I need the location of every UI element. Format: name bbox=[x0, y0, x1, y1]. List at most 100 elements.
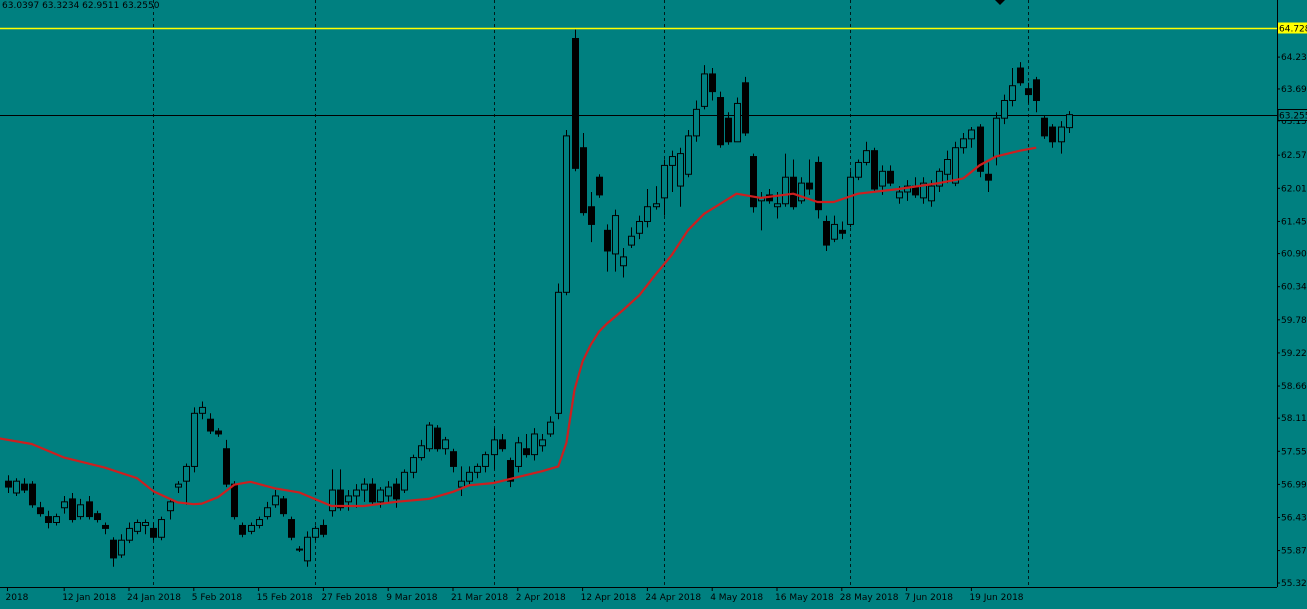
x-tick-label: 12 Jan 2018 bbox=[62, 593, 116, 603]
x-tick-label: 15 Feb 2018 bbox=[257, 593, 313, 603]
bull-candle bbox=[685, 135, 692, 175]
bull-candle bbox=[264, 507, 271, 518]
bear-candle bbox=[750, 156, 757, 208]
bull-candle bbox=[531, 433, 538, 456]
bull-candle bbox=[126, 527, 133, 541]
bull-candle bbox=[385, 486, 392, 497]
bull-candle bbox=[993, 117, 1000, 158]
bear-candle bbox=[1017, 67, 1024, 84]
bull-candle bbox=[401, 471, 408, 491]
bull-candle bbox=[304, 536, 311, 562]
y-tick-label: 56.435 bbox=[1281, 513, 1307, 523]
bull-candle bbox=[612, 215, 619, 255]
bull-candle bbox=[952, 147, 959, 184]
bear-candle bbox=[280, 498, 287, 515]
bear-candle bbox=[102, 524, 109, 529]
bear-candle bbox=[1041, 117, 1048, 137]
bull-candle bbox=[920, 182, 927, 199]
bear-candle bbox=[717, 97, 724, 146]
current-price-label: 63.255 bbox=[1279, 112, 1307, 122]
y-tick-label: 55.325 bbox=[1281, 579, 1307, 589]
bull-candle bbox=[661, 164, 668, 199]
bear-candle bbox=[94, 513, 101, 521]
current-price-label-box bbox=[1277, 109, 1307, 121]
bull-candle bbox=[653, 203, 660, 208]
y-tick-label: 58.662 bbox=[1281, 382, 1307, 392]
bull-candle bbox=[782, 176, 789, 205]
bull-candle bbox=[620, 256, 627, 267]
bull-candle bbox=[61, 501, 68, 509]
x-tick-label: 2 Apr 2018 bbox=[516, 593, 566, 603]
bear-candle bbox=[588, 206, 595, 225]
bear-candle bbox=[320, 524, 327, 535]
x-tick-label: 9 Mar 2018 bbox=[386, 593, 438, 603]
bear-candle bbox=[977, 126, 984, 172]
bull-candle bbox=[167, 501, 174, 512]
bear-candle bbox=[871, 150, 878, 190]
bear-candle bbox=[450, 451, 457, 467]
bear-candle bbox=[29, 483, 36, 506]
bear-candle bbox=[1033, 79, 1040, 101]
x-tick-label: 12 Apr 2018 bbox=[581, 593, 637, 603]
bull-candle bbox=[628, 235, 635, 246]
bull-candle bbox=[515, 442, 522, 467]
bull-candle bbox=[272, 495, 279, 506]
moving-average-line bbox=[0, 146, 1037, 508]
bull-candle bbox=[636, 220, 643, 234]
bull-candle bbox=[644, 206, 651, 222]
bull-candle bbox=[847, 176, 854, 225]
bear-candle bbox=[985, 173, 992, 181]
bull-candle bbox=[199, 406, 206, 414]
bear-candle bbox=[150, 527, 157, 538]
bear-candle bbox=[110, 539, 117, 559]
bear-candle bbox=[288, 519, 295, 538]
bear-candle bbox=[815, 161, 822, 211]
bull-candle bbox=[669, 156, 676, 166]
bull-candle bbox=[158, 519, 165, 538]
bear-candle bbox=[725, 117, 732, 143]
bear-candle bbox=[596, 176, 603, 196]
bull-candle bbox=[928, 185, 935, 202]
x-tick-label: 24 Jan 2018 bbox=[127, 593, 181, 603]
bear-candle bbox=[806, 182, 813, 190]
y-tick-label: 60.345 bbox=[1281, 283, 1307, 293]
bull-candle bbox=[410, 457, 417, 473]
x-tick-label: 4 May 2018 bbox=[710, 593, 763, 603]
bull-candle bbox=[1058, 126, 1065, 143]
bull-candle bbox=[418, 445, 425, 459]
y-tick-label: 62.573 bbox=[1281, 151, 1307, 161]
y-tick-label: 62.012 bbox=[1281, 184, 1307, 194]
bull-candle bbox=[361, 483, 368, 491]
y-tick-label: 61.451 bbox=[1281, 217, 1307, 227]
bull-candle bbox=[1009, 85, 1016, 101]
bull-candle bbox=[701, 73, 708, 107]
bear-candle bbox=[709, 73, 716, 93]
x-tick-label: 16 May 2018 bbox=[775, 593, 834, 603]
bull-candle bbox=[256, 519, 263, 526]
bull-candle bbox=[134, 522, 141, 532]
y-tick-label: 60.906 bbox=[1281, 250, 1307, 260]
x-tick-label: 24 Apr 2018 bbox=[645, 593, 701, 603]
bull-candle bbox=[345, 495, 352, 503]
bull-candle bbox=[555, 291, 562, 414]
y-tick-label: 63.155 bbox=[1281, 117, 1307, 127]
bull-candle bbox=[960, 138, 967, 149]
bull-candle bbox=[482, 454, 489, 467]
bull-candle bbox=[1001, 99, 1008, 119]
bear-candle bbox=[215, 430, 222, 435]
level-label: 64.728 bbox=[1279, 25, 1307, 35]
bear-candle bbox=[1025, 88, 1032, 96]
x-tick-label: 21 Mar 2018 bbox=[451, 593, 508, 603]
y-tick-label: 58.118 bbox=[1281, 414, 1307, 424]
bear-candle bbox=[369, 483, 376, 503]
bear-candle bbox=[434, 427, 441, 450]
y-tick-label: 64.235 bbox=[1281, 53, 1307, 63]
bear-candle bbox=[604, 229, 611, 252]
bull-candle bbox=[936, 170, 943, 187]
bull-candle bbox=[77, 504, 84, 518]
bull-candle bbox=[693, 108, 700, 137]
bear-candle bbox=[580, 147, 587, 214]
chart-shift-marker bbox=[995, 0, 1005, 5]
bull-candle bbox=[734, 102, 741, 143]
bear-candle bbox=[393, 483, 400, 500]
